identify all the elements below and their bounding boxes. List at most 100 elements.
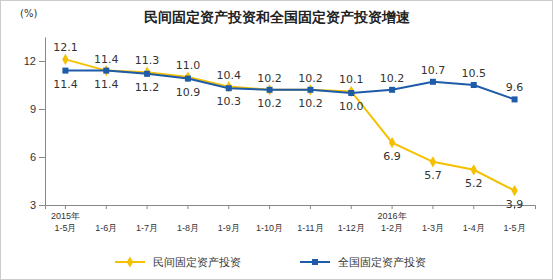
data-label: 11.4 [53,78,78,91]
series-marker [471,164,477,175]
series-marker [144,71,150,77]
x-tick: 1-8月 [177,205,199,233]
data-label: 10.2 [257,72,282,85]
series-line [65,71,514,100]
x-tick: 1-6月 [95,205,117,233]
series-marker [430,79,436,85]
series-marker [307,84,313,95]
series-marker [307,87,313,93]
series-marker [266,84,272,95]
data-label: 12.1 [53,41,78,54]
legend-marker [127,256,133,267]
series-marker [348,86,354,97]
series-marker [185,71,191,82]
x-tick-mark [473,205,474,209]
x-tick-mark [310,205,311,209]
data-label: 10.2 [380,72,405,85]
legend: 民间固定资产投资 全国固定资产投资 [115,256,426,269]
y-tick-label: 9 [30,103,36,115]
x-tick-label: 1-11月 [297,223,323,233]
series-marker [226,81,232,92]
series-marker [430,156,436,167]
legend-item: 民间固定资产投资 [115,256,241,269]
data-labels: 12.111.411.311.010.410.210.210.16.95.75.… [53,41,523,210]
x-tick-label: 1-3月 [422,223,444,233]
y-tick: 12 [24,55,45,67]
x-tick-mark [106,205,107,209]
y-tick-label: 6 [30,151,36,163]
x-tick: 1-4月 [463,205,485,233]
data-label: 10.5 [462,67,487,80]
x-tick: 2015年1-5月 [51,205,80,233]
series-marker [267,87,273,93]
data-label: 11.4 [94,53,119,66]
series-line [65,59,514,190]
y-axis-title: (%) [20,8,37,19]
data-label: 11.0 [176,59,201,72]
plot-area [62,54,518,196]
series-marker [348,90,354,96]
x-tick: 1-10月 [256,205,283,233]
data-label: 10.0 [339,100,364,113]
frame [1,1,553,280]
legend-label: 全国固定资产投资 [338,256,426,269]
x-tick-label: 1-6月 [95,223,117,233]
x-tick-mark [432,205,433,209]
data-label: 10.9 [176,86,201,99]
y-tick-mark [39,205,45,206]
series-marker [103,65,109,76]
y-tick-mark [39,157,45,158]
legend-marker [312,259,318,265]
x-tick-label: 1-8月 [177,223,199,233]
x-tick-label: 1-7月 [136,223,158,233]
y-tick-mark [39,109,45,110]
series-marker [185,76,191,82]
x-tick-mark [187,205,188,209]
x-tick: 2016年1-2月 [378,205,407,233]
x-tick-label: 1-9月 [218,223,240,233]
x-tick-label: 1-12月 [338,223,365,233]
x-tick-mark [351,205,352,209]
y-tick-label: 12 [24,55,36,67]
series-marker [144,67,150,78]
legend-item: 全国固定资产投资 [300,256,426,269]
data-label: 9.6 [506,81,524,94]
x-tick-mark [392,205,393,209]
y-axis-line [45,38,46,206]
data-label: 5.7 [424,169,442,182]
data-label: 10.7 [421,64,446,77]
x-tick-mark [228,205,229,209]
y-tick: 3 [30,199,45,211]
y-tick-label: 3 [30,199,36,211]
series-marker [62,68,68,74]
data-label: 10.4 [217,69,242,82]
series-marker [62,54,68,65]
data-label: 10.2 [298,72,323,85]
x-tick: 1-3月 [422,205,444,233]
x-tick-label: 2016年1-2月 [378,211,407,232]
x-tick-label: 2015年1-5月 [51,211,80,232]
x-tick: 1-12月 [338,205,365,233]
series-marker [512,96,518,102]
series-marker [103,68,109,74]
x-axis-line [46,206,536,210]
data-label: 11.3 [135,54,160,67]
legend-label: 民间固定资产投资 [153,256,241,269]
data-label: 10.3 [217,95,242,108]
data-label: 11.2 [135,81,160,94]
data-label: 6.9 [383,150,401,163]
y-tick: 9 [30,103,45,115]
data-label: 5.2 [465,177,483,190]
x-tick-label: 1-4月 [463,223,485,233]
series-marker [389,87,395,93]
series-marker [389,137,395,148]
series-marker [471,82,477,88]
x-tick-mark [269,205,270,209]
y-axis: 3 6 9 12 [24,38,46,212]
x-tick: 1-7月 [136,205,158,233]
x-axis: 2015年1-5月 1-6月 1-7月 1-8月 1-9月 1-10月 1-11月 1-12月… [46,205,536,233]
y-tick: 6 [30,151,45,163]
data-label: 10.2 [298,97,323,110]
x-tick-label: 1-10月 [256,223,283,233]
title: 民间固定资产投资和全国固定资产投资增速 [144,9,411,25]
